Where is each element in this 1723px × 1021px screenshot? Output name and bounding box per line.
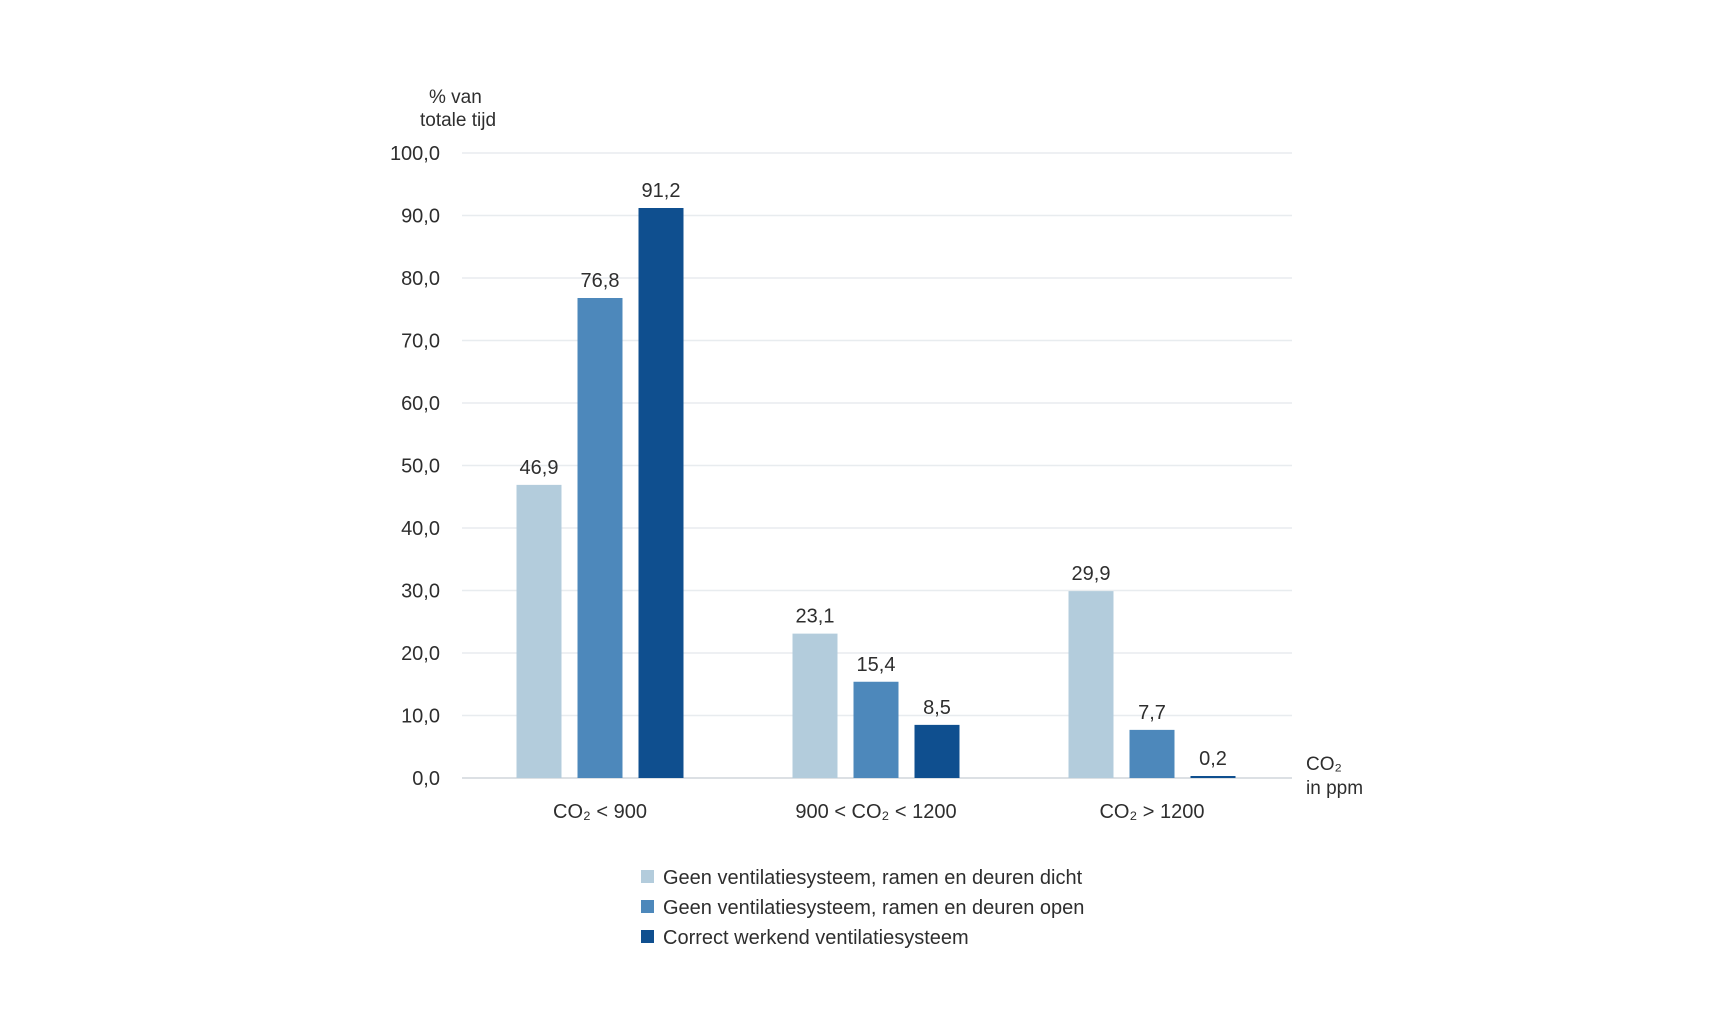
x-axis-title-line-2: in ppm xyxy=(1306,778,1363,799)
x-axis-title-line-1: CO₂ xyxy=(1306,754,1342,775)
bars xyxy=(516,208,1236,778)
x-axis-categories: CO₂ < 900 900 < CO₂ < 1200 CO₂ > 1200 xyxy=(553,801,1205,823)
bar xyxy=(792,633,838,778)
bar xyxy=(1129,729,1175,778)
bar-value-label: 7,7 xyxy=(1138,702,1166,724)
bar xyxy=(516,484,562,778)
bar xyxy=(914,724,960,778)
bar-value-label: 29,9 xyxy=(1072,563,1111,585)
y-tick-label: 0,0 xyxy=(412,768,440,790)
bar-value-label: 0,2 xyxy=(1199,748,1227,770)
y-axis-title: % van totale tijd xyxy=(420,87,496,131)
x-category-label: CO₂ > 1200 xyxy=(1099,801,1204,823)
y-tick-label: 90,0 xyxy=(401,206,440,228)
y-axis-title-line-1: % van xyxy=(429,87,482,108)
x-category-label: CO₂ < 900 xyxy=(553,801,647,823)
bar xyxy=(1068,591,1114,778)
legend-swatch xyxy=(641,930,654,943)
bar xyxy=(853,681,899,778)
x-axis-title: CO₂ in ppm xyxy=(1306,754,1363,799)
y-axis-title-line-2: totale tijd xyxy=(420,110,496,131)
bar xyxy=(1190,776,1236,778)
legend-label: Correct werkend ventilatiesysteem xyxy=(663,927,969,949)
bar xyxy=(577,298,623,778)
legend: Geen ventilatiesysteem, ramen en deuren … xyxy=(641,867,1084,949)
legend-label: Geen ventilatiesysteem, ramen en deuren … xyxy=(663,897,1084,919)
y-tick-label: 100,0 xyxy=(390,143,440,165)
y-tick-label: 20,0 xyxy=(401,643,440,665)
y-tick-label: 10,0 xyxy=(401,706,440,728)
y-tick-label: 50,0 xyxy=(401,456,440,478)
y-tick-label: 40,0 xyxy=(401,518,440,540)
legend-swatch xyxy=(641,870,654,883)
bar-value-label: 46,9 xyxy=(520,457,559,479)
bar xyxy=(638,208,684,778)
bar-value-label: 23,1 xyxy=(796,606,835,628)
y-axis-ticks: 0,0 10,0 20,0 30,0 40,0 50,0 60,0 70,0 80,0 90,0 1… xyxy=(390,143,440,790)
y-tick-label: 70,0 xyxy=(401,331,440,353)
value-labels: 46,9 76,8 91,2 23,1 15,4 8,5 29,9 7,7 0,2 xyxy=(520,180,1227,770)
y-tick-label: 80,0 xyxy=(401,268,440,290)
bar-value-label: 8,5 xyxy=(923,697,951,719)
bar-value-label: 91,2 xyxy=(642,180,681,202)
y-tick-label: 30,0 xyxy=(401,581,440,603)
bar-value-label: 15,4 xyxy=(857,654,896,676)
legend-swatch xyxy=(641,900,654,913)
legend-label: Geen ventilatiesysteem, ramen en deuren … xyxy=(663,867,1083,889)
x-category-label: 900 < CO₂ < 1200 xyxy=(795,801,956,823)
bar-value-label: 76,8 xyxy=(581,270,620,292)
y-tick-label: 60,0 xyxy=(401,393,440,415)
